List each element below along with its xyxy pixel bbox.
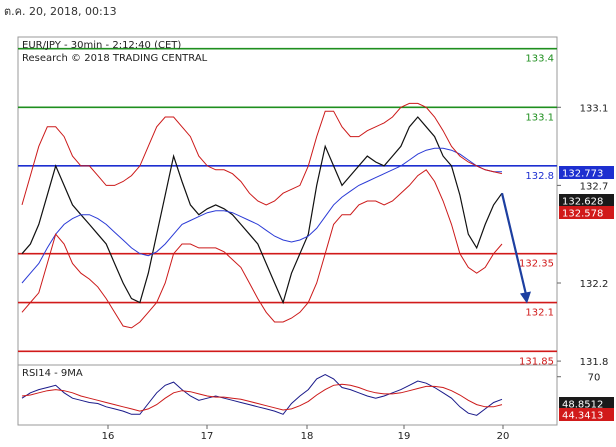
level-label-1: 133.1 [525, 112, 554, 123]
main-panel-frame [17, 36, 558, 426]
price-badge-1: 132.628 [562, 197, 603, 208]
forecast-arrow-head [520, 291, 531, 304]
rsi-badge-1-bg [559, 408, 614, 421]
level-label-5: 131.85 [519, 356, 554, 367]
forecast-arrow-line [500, 192, 528, 295]
x-tick-label-2: 18 [301, 431, 314, 442]
rsi-tick-label-0: 70 [588, 373, 601, 384]
rsi-series-rsi [21, 374, 503, 416]
price-tick-label-0: 133.1 [580, 103, 609, 114]
level-label-2: 132.8 [525, 171, 554, 182]
chart-subtitle: Research © 2018 TRADING CENTRAL [22, 53, 208, 64]
series-ma-blue [21, 147, 502, 284]
date-header: ต.ค. 20, 2018, 00:13 [4, 5, 117, 18]
x-tick-label-4: 20 [497, 431, 510, 442]
x-tick-label-1: 17 [201, 431, 214, 442]
chart-title: EUR/JPY - 30min - 2:12:40 (CET) [22, 40, 181, 51]
price-badge-0-bg [559, 166, 614, 179]
x-tick-label-0: 16 [102, 431, 115, 442]
level-label-4: 132.1 [525, 308, 554, 319]
series-band-upper [21, 102, 503, 206]
series-price [21, 116, 503, 305]
rsi-label: RSI14 - 9MA [22, 368, 83, 379]
series-band-lower [21, 169, 503, 329]
level-label-3: 132.35 [519, 259, 554, 270]
rsi-badge-0: 48.8512 [562, 400, 603, 411]
rsi-series-rsi-ma [21, 383, 503, 412]
rsi-badge-1: 44.3413 [562, 411, 603, 422]
price-badge-2: 132.578 [562, 209, 603, 220]
x-tick-label-3: 19 [398, 431, 411, 442]
price-tick-label-3: 131.8 [580, 357, 609, 368]
price-tick-label-1: 132.7 [580, 181, 609, 192]
level-label-0: 133.4 [525, 54, 554, 65]
rsi-badge-0-bg [559, 397, 614, 410]
price-badge-0: 132.773 [562, 169, 603, 180]
price-badge-1-bg [559, 194, 614, 207]
price-badge-2-bg [559, 206, 614, 219]
price-tick-label-2: 132.2 [580, 279, 609, 290]
